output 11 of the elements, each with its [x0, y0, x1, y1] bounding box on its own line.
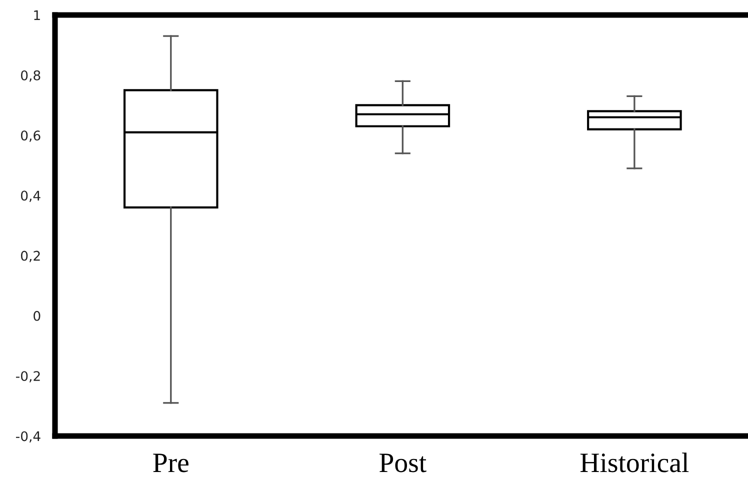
y-tick-label: -0,2	[16, 371, 40, 382]
y-tick-label: 1	[34, 10, 40, 20]
y-tick-label: 0,6	[21, 130, 40, 142]
y-tick-label: 0,8	[21, 70, 40, 82]
x-tick-label: Historical	[580, 452, 689, 472]
y-tick-label: 0	[34, 310, 40, 321]
y-tick-label: -0,4	[16, 431, 40, 443]
y-tick-label: 0,4	[21, 190, 40, 202]
y-tick-label: 0,2	[21, 250, 40, 262]
x-tick-label: Pre	[153, 454, 188, 472]
x-tick-label: Post	[380, 454, 426, 472]
